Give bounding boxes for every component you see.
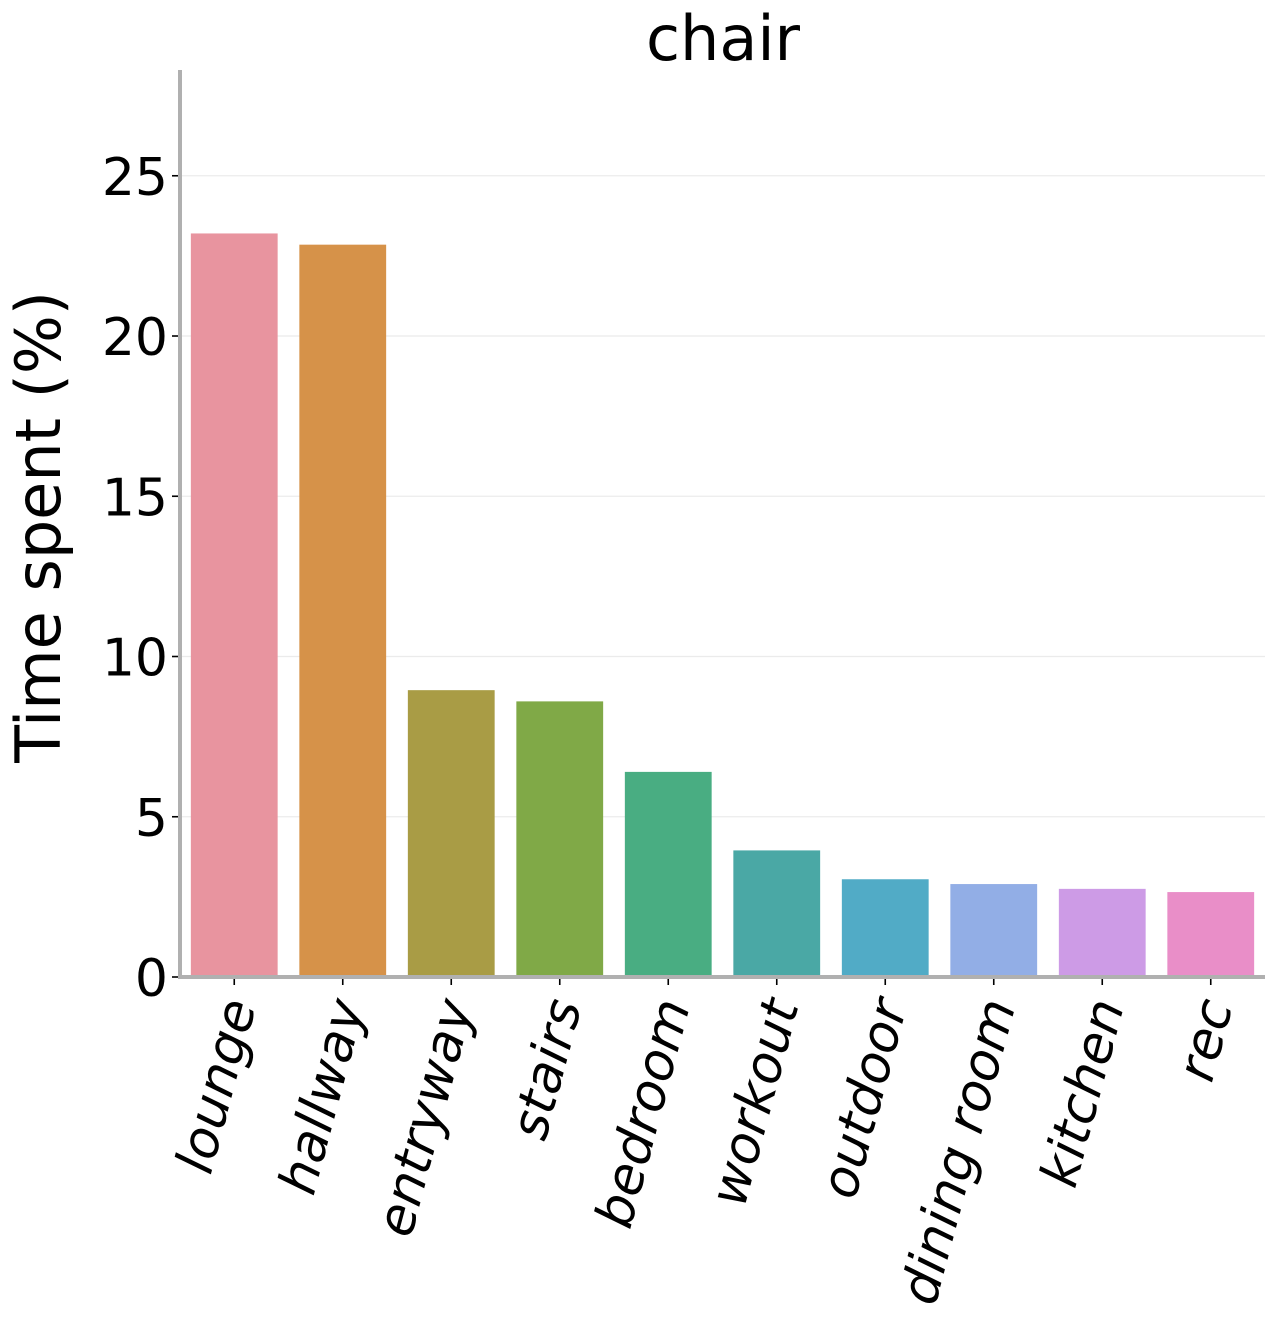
bar bbox=[407, 690, 495, 977]
bar bbox=[624, 771, 712, 977]
bar bbox=[841, 879, 929, 977]
y-tick-label: 25 bbox=[102, 148, 168, 208]
bar bbox=[190, 233, 278, 978]
y-tick-label: 15 bbox=[102, 468, 168, 528]
x-tick-label: entryway bbox=[365, 992, 486, 1243]
bar bbox=[733, 850, 821, 977]
y-tick-label: 20 bbox=[102, 308, 168, 368]
bar bbox=[516, 701, 604, 977]
bars bbox=[190, 233, 1255, 978]
x-tick-label: stairs bbox=[500, 993, 595, 1146]
y-tick-label: 0 bbox=[135, 949, 168, 1009]
y-axis-label: Time spent (%) bbox=[2, 291, 75, 764]
x-tick-label: rec bbox=[1166, 993, 1245, 1088]
y-axis-ticks: 0 5 10 15 20 25 bbox=[102, 148, 180, 1009]
y-tick-label: 5 bbox=[135, 789, 168, 849]
bar bbox=[950, 884, 1038, 977]
x-tick-label: lounge bbox=[165, 993, 269, 1180]
x-tick-label: outdoor bbox=[809, 989, 920, 1204]
x-tick-label: workout bbox=[699, 991, 812, 1212]
x-tick-label: kitchen bbox=[1029, 993, 1137, 1193]
x-tick-label: hallway bbox=[268, 992, 378, 1201]
x-tick-label: bedroom bbox=[584, 993, 702, 1234]
y-tick-label: 10 bbox=[102, 629, 168, 689]
bar bbox=[1058, 888, 1146, 977]
chart-title: chair bbox=[646, 2, 801, 75]
bar bbox=[1167, 892, 1255, 977]
bar bbox=[299, 244, 387, 977]
